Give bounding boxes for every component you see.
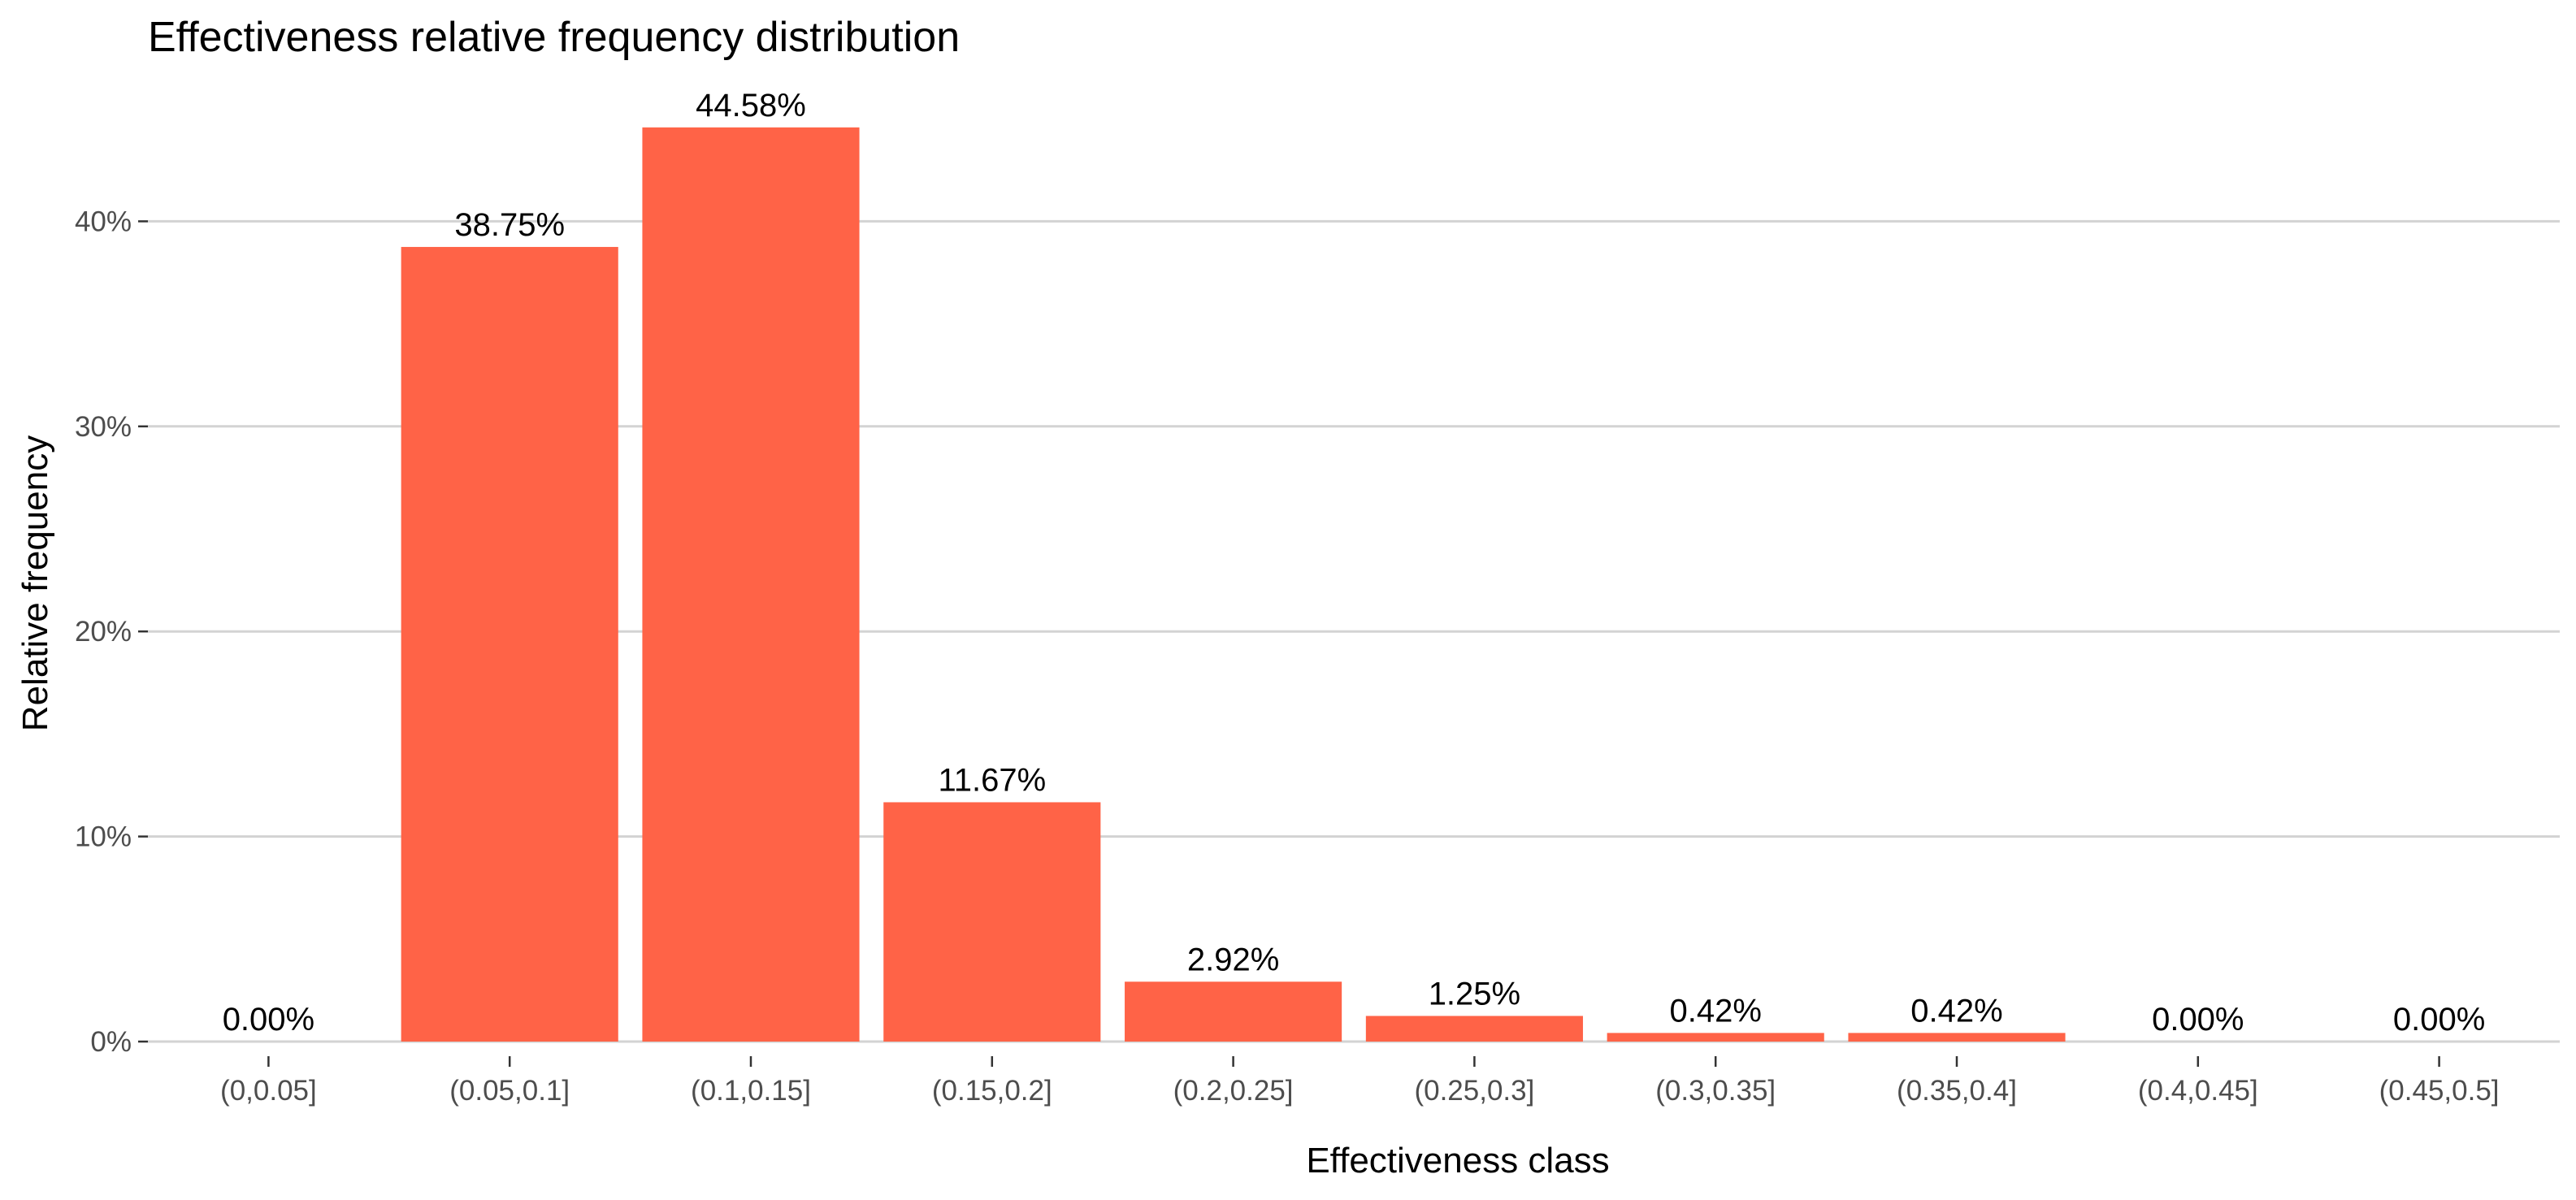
bar xyxy=(883,802,1101,1042)
y-tick-label: 40% xyxy=(75,206,132,237)
y-tick-label: 20% xyxy=(75,616,132,648)
x-tick-label: (0.25,0.3] xyxy=(1414,1075,1534,1107)
bars xyxy=(401,127,2066,1042)
bar xyxy=(1365,1016,1583,1042)
data-labels: 0.00% 38.75% 44.58% 11.67% 2.92% 1.25% 0.42% 0.… xyxy=(223,88,2486,1038)
data-label: 0.00% xyxy=(2393,1002,2485,1038)
x-tick-label: (0.35,0.4] xyxy=(1897,1075,2017,1107)
x-tick-label: (0.1,0.15] xyxy=(691,1075,811,1107)
bar xyxy=(1607,1033,1824,1042)
x-tick-label: (0.15,0.2] xyxy=(932,1075,1052,1107)
y-tick-label: 10% xyxy=(75,821,132,853)
x-axis-title: Effectiveness class xyxy=(1306,1141,1609,1181)
y-tick-label: 30% xyxy=(75,411,132,443)
bar xyxy=(1125,981,1342,1042)
x-tick-label: (0.2,0.25] xyxy=(1173,1075,1294,1107)
x-tick-label: (0,0.05] xyxy=(220,1075,317,1107)
y-axis: 0% 10% 20% 30% 40% xyxy=(75,206,148,1058)
data-label: 2.92% xyxy=(1187,942,1279,977)
data-label: 0.00% xyxy=(223,1002,314,1038)
chart-title: Effectiveness relative frequency distrib… xyxy=(148,14,960,61)
data-label: 1.25% xyxy=(1429,976,1520,1012)
y-tick-label: 0% xyxy=(90,1026,132,1058)
data-label: 0.42% xyxy=(1910,993,2002,1029)
x-tick-label: (0.05,0.1] xyxy=(449,1075,570,1107)
bar xyxy=(401,246,618,1042)
bar xyxy=(1848,1033,2066,1042)
data-label: 11.67% xyxy=(938,762,1046,798)
x-axis: (0,0.05] (0.05,0.1] (0.1,0.15] (0.15,0.2] (0… xyxy=(220,1056,2500,1107)
x-tick-label: (0.45,0.5] xyxy=(2379,1075,2500,1107)
y-axis-title: Relative frequency xyxy=(15,435,55,731)
data-label: 38.75% xyxy=(454,207,565,243)
data-label: 44.58% xyxy=(696,88,806,123)
x-tick-label: (0.3,0.35] xyxy=(1655,1075,1776,1107)
data-label: 0.00% xyxy=(2152,1002,2244,1038)
x-tick-label: (0.4,0.45] xyxy=(2138,1075,2258,1107)
data-label: 0.42% xyxy=(1669,993,1761,1029)
bar xyxy=(642,127,860,1042)
